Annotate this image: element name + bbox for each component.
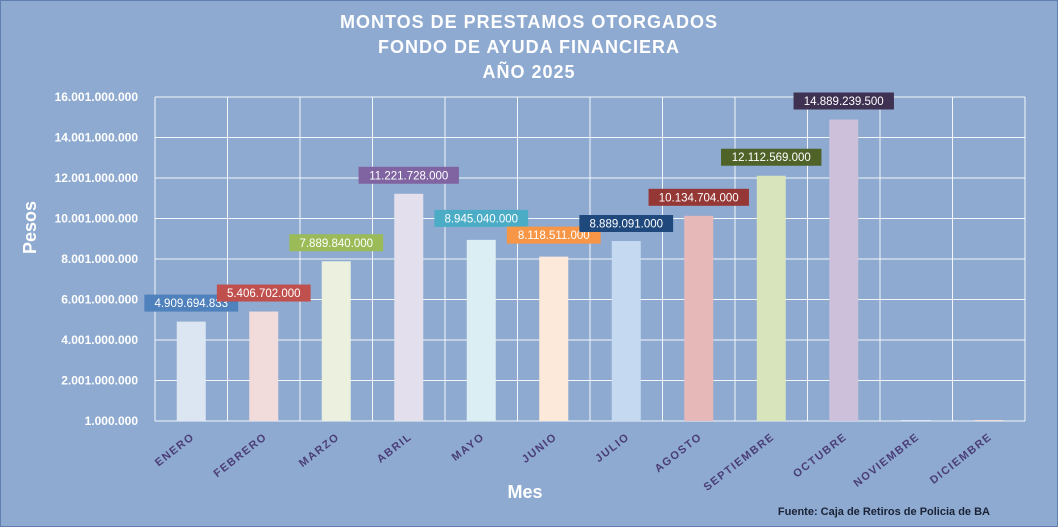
bar-marzo [321, 261, 351, 421]
bar-mayo [466, 239, 496, 421]
x-tick-label: NOVIEMBRE [852, 431, 923, 490]
y-axis-label: Pesos [20, 200, 40, 254]
bar-febrero [249, 311, 279, 421]
data-label: 5.406.702.000 [227, 288, 301, 300]
bar-abril [394, 193, 424, 421]
bar-septiembre [756, 175, 786, 421]
data-label-box [793, 92, 894, 110]
data-label-box [434, 209, 529, 227]
x-tick-label: MAYO [450, 431, 487, 464]
bar-junio [539, 256, 569, 421]
x-tick-label: AGOSTO [653, 431, 705, 475]
data-label: 14.889.239.500 [804, 96, 884, 108]
y-tick-label: 6.001.000.000 [61, 293, 138, 307]
x-axis-label: Mes [507, 482, 543, 502]
chart-title-line-3: AÑO 2025 [482, 62, 576, 82]
x-tick-label: FEBRERO [212, 431, 270, 480]
data-label-box [579, 215, 674, 233]
bar-noviembre [901, 420, 931, 421]
bar-diciembre [974, 420, 1004, 421]
x-tick-label: OCTUBRE [791, 431, 850, 480]
data-label-box [506, 226, 601, 244]
x-tick-label: JUNIO [520, 431, 560, 466]
y-tick-label: 12.001.000.000 [55, 171, 139, 185]
bar-julio [611, 241, 641, 421]
y-tick-label: 1.000.000 [85, 414, 139, 428]
x-tick-label: ABRIL [375, 431, 415, 466]
x-tick-label: MARZO [297, 431, 342, 470]
data-label-box [289, 234, 384, 252]
bar-enero [176, 321, 206, 421]
source-note: Fuente: Caja de Retiros de Policia de BA [777, 506, 990, 518]
bar-agosto [684, 215, 714, 421]
y-tick-label: 16.001.000.000 [55, 90, 139, 104]
x-tick-label: DICIEMBRE [928, 431, 995, 487]
y-tick-label: 2.001.000.000 [61, 374, 138, 388]
data-label: 11.221.728.000 [369, 170, 448, 182]
data-label: 12.112.569.000 [732, 152, 811, 164]
x-tick-label: ENERO [153, 431, 197, 469]
data-label: 7.889.840.000 [299, 238, 373, 250]
data-label: 8.945.040.000 [444, 213, 518, 225]
y-tick-label: 4.001.000.000 [61, 333, 138, 347]
data-label-box [648, 188, 749, 206]
data-label-box [721, 148, 822, 166]
data-label: 4.909.694.833 [154, 298, 228, 310]
chart-title-line-2: FONDO DE AYUDA FINANCIERA [377, 37, 680, 57]
chart-title-line-1: MONTOS DE PRESTAMOS OTORGADOS [339, 12, 719, 32]
y-tick-label: 10.001.000.000 [55, 212, 139, 226]
data-label-box [216, 284, 311, 302]
x-tick-label: JULIO [593, 431, 632, 465]
data-label-box [358, 166, 459, 184]
data-label-box [144, 294, 239, 312]
data-label: 8.889.091.000 [589, 219, 663, 231]
bar-octubre [829, 119, 859, 421]
data-label: 8.118.511.000 [518, 230, 590, 242]
y-tick-label: 8.001.000.000 [61, 252, 138, 266]
y-tick-label: 14.001.000.000 [55, 131, 139, 145]
x-tick-label: SEPTIEMBRE [702, 431, 778, 494]
data-label: 10.134.704.000 [659, 192, 739, 204]
